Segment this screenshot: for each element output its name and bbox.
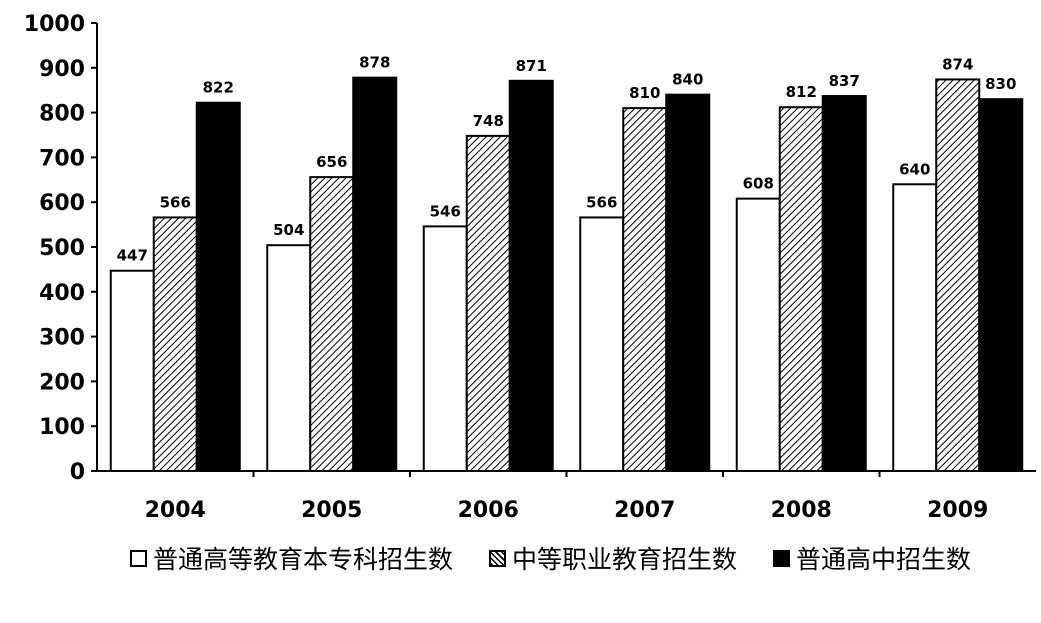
legend-label-vocational: 中等职业教育招生数	[511, 545, 737, 574]
y-tick-label: 800	[39, 102, 85, 127]
x-tick-label: 2006	[458, 498, 519, 523]
bar-high-school-2005	[352, 76, 398, 472]
data-label-undergraduate-2007: 566	[586, 193, 617, 211]
data-label-undergraduate-2006: 546	[430, 202, 461, 220]
bar-high-school-2004	[195, 101, 241, 473]
x-tick-label: 2005	[301, 498, 362, 523]
data-label-undergraduate-2008: 608	[743, 175, 774, 193]
data-label-high-school-2006: 871	[516, 57, 547, 75]
legend-item-undergraduate: 普通高等教育本专科招生数	[130, 540, 453, 576]
y-tick-label: 1000	[24, 12, 85, 37]
bar-high-school-2009	[978, 98, 1024, 472]
y-tick-label: 300	[39, 326, 85, 351]
x-tick-label: 2004	[145, 498, 206, 523]
y-axis: 0 100 200 300 400 500 600 700 800 900 1000	[24, 12, 98, 485]
bar-vocational-2009	[935, 78, 981, 472]
y-tick-label: 900	[39, 57, 85, 82]
bar-high-school-2007	[665, 93, 711, 473]
data-label-vocational-2009: 874	[942, 55, 973, 73]
y-tick-label: 600	[39, 191, 85, 216]
data-label-undergraduate-2005: 504	[273, 221, 304, 239]
bar-high-school-2006	[508, 79, 554, 473]
x-tick-label: 2008	[771, 498, 832, 523]
bar-undergraduate-2005	[266, 244, 312, 472]
x-axis: 2004 2005 2006 2007 2008 2009	[97, 470, 1036, 523]
bar-undergraduate-2007	[579, 216, 625, 472]
legend-swatch-white	[130, 549, 147, 567]
data-labels-group: 447 566 822 504 656 878 546 748 871 566 810 840 608 8…	[117, 54, 1017, 265]
bar-vocational-2005	[309, 176, 355, 472]
data-label-high-school-2009: 830	[985, 75, 1016, 93]
data-label-vocational-2007: 810	[629, 84, 660, 102]
y-tick-label: 100	[39, 415, 85, 440]
legend-label-undergraduate: 普通高等教育本专科招生数	[153, 545, 454, 574]
x-tick-label: 2007	[614, 498, 675, 523]
y-tick-label: 700	[39, 146, 85, 171]
x-tick-label: 2009	[927, 498, 988, 523]
bar-undergraduate-2008	[735, 197, 781, 472]
legend-swatch-black	[772, 549, 790, 567]
y-tick-label: 200	[39, 370, 85, 395]
legend: 普通高等教育本专科招生数 中等职业教育招生数 普通高中招生数	[130, 540, 1010, 586]
y-tick-label: 400	[39, 281, 85, 306]
bar-vocational-2004	[152, 216, 198, 472]
bars-group	[109, 76, 1024, 473]
bar-undergraduate-2009	[892, 183, 938, 472]
bar-undergraduate-2006	[422, 225, 468, 472]
data-label-high-school-2005: 878	[359, 54, 390, 72]
data-label-high-school-2008: 837	[829, 72, 860, 90]
y-tick-label: 0	[70, 460, 85, 485]
data-label-vocational-2006: 748	[473, 112, 504, 130]
legend-swatch-hatched	[488, 549, 506, 567]
bar-vocational-2007	[622, 107, 668, 473]
data-label-vocational-2004: 566	[160, 193, 191, 211]
data-label-vocational-2005: 656	[316, 153, 347, 171]
data-label-undergraduate-2009: 640	[899, 160, 930, 178]
bar-undergraduate-2004	[109, 269, 155, 472]
y-tick-label: 500	[39, 236, 85, 261]
bar-high-school-2008	[821, 95, 867, 473]
legend-item-vocational: 中等职业教育招生数	[488, 540, 737, 576]
legend-label-high-school: 普通高中招生数	[795, 545, 971, 574]
bar-vocational-2006	[465, 134, 511, 472]
data-label-high-school-2004: 822	[203, 79, 234, 97]
legend-item-high-school: 普通高中招生数	[772, 540, 971, 576]
bar-vocational-2008	[778, 106, 824, 472]
data-label-high-school-2007: 840	[672, 71, 703, 89]
data-label-vocational-2008: 812	[786, 83, 817, 101]
data-label-undergraduate-2004: 447	[117, 247, 148, 265]
